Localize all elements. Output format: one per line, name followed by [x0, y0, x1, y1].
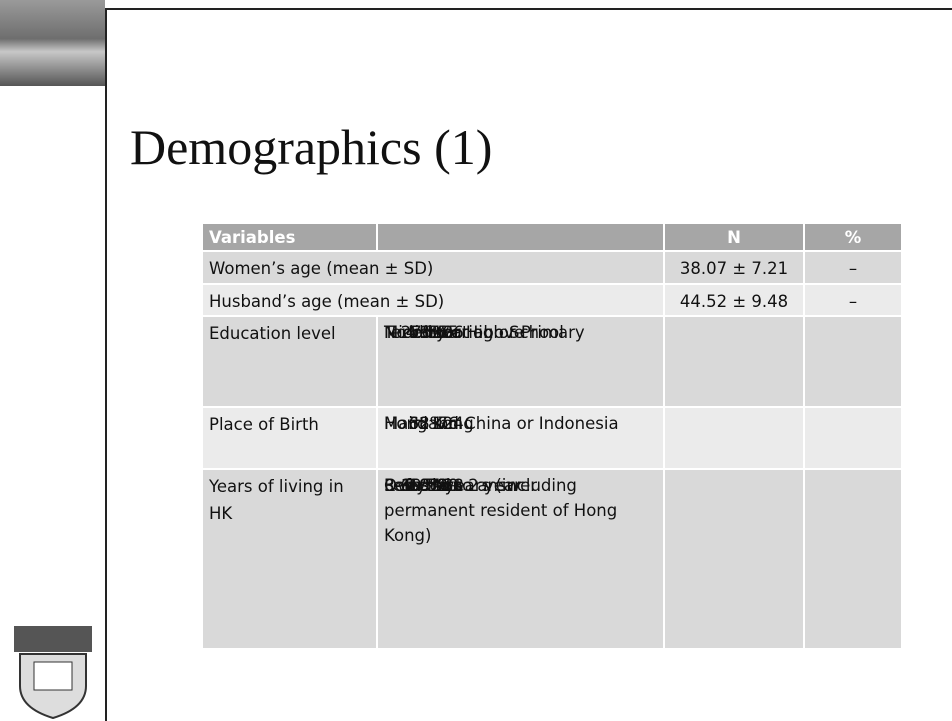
- item-pct: 69%: [408, 476, 446, 495]
- item-pct: 10%: [408, 476, 446, 495]
- cell-bg: [805, 470, 901, 648]
- item-pct: 4.5%: [406, 323, 448, 342]
- group-label: Years of living in HK: [209, 477, 344, 523]
- cell-bg: [203, 470, 376, 648]
- cell-bg: [805, 224, 901, 250]
- item-n: 76: [437, 414, 459, 433]
- row-pct: –: [848, 259, 858, 278]
- group-label: Place of Birth: [209, 415, 319, 434]
- cell-bg: [665, 470, 803, 648]
- cell-bg: [665, 317, 803, 406]
- cell-bg: [665, 285, 803, 315]
- item-pct: 1.5%: [406, 476, 448, 495]
- row-label: Women’s age (mean ± SD): [209, 259, 434, 278]
- item-label: Middle or High School: [384, 323, 564, 342]
- header-cell: %: [844, 228, 862, 247]
- cell-bg: [378, 470, 663, 648]
- slide-title: Demographics (1): [130, 119, 493, 175]
- item-label: No education or Primary: [384, 323, 585, 342]
- row-label: Husband’s age (mean ± SD): [209, 292, 445, 311]
- item-n: 20: [437, 476, 459, 495]
- building-photo: [0, 0, 105, 86]
- cell-bg: [665, 224, 803, 250]
- cell-bg: [805, 252, 901, 283]
- item-pct: 19.5%: [400, 476, 454, 495]
- item-pct: 27.5%: [400, 323, 454, 342]
- cell-bg: [665, 252, 803, 283]
- item-n: 124: [432, 414, 464, 433]
- top-rule: [105, 8, 952, 10]
- cell-bg: [378, 408, 663, 468]
- item-pct: 38%: [408, 414, 446, 433]
- cell-bg: [378, 224, 663, 250]
- cell-bg: [378, 317, 663, 406]
- cell-bg: [805, 317, 901, 406]
- cell-bg: [203, 317, 376, 406]
- cell-bg: [805, 408, 901, 468]
- cell-bg: [203, 408, 376, 468]
- cell-bg: [805, 285, 901, 315]
- emblem-band: [14, 626, 92, 652]
- item-pct: 62%: [408, 414, 446, 433]
- group-label: Education level: [209, 324, 336, 343]
- header-cell: N: [727, 228, 741, 247]
- item-n: 138: [432, 476, 464, 495]
- header-cell: Variables: [209, 228, 296, 247]
- item-label: Mainland China or Indonesia: [384, 414, 619, 433]
- cell-bg: [203, 224, 376, 250]
- item-label: Hong Kong: [384, 414, 474, 433]
- university-emblem: [14, 626, 92, 720]
- item-n: 136: [432, 323, 464, 342]
- left-rule: [105, 8, 107, 721]
- item-n: 39: [437, 476, 459, 495]
- cell-bg: [203, 252, 663, 283]
- row-n: 38.07 ± 7.21: [679, 259, 789, 278]
- cell-bg: [203, 285, 663, 315]
- item-label: Less than 2 year: [384, 476, 521, 495]
- item-n: 3: [442, 476, 454, 495]
- item-label: Refused to answer: [384, 476, 538, 495]
- item-pct: 68%: [408, 323, 446, 342]
- cell-bg: [665, 408, 803, 468]
- item-n: 55: [437, 323, 459, 342]
- row-pct: –: [848, 292, 858, 311]
- row-n: 44.52 ± 9.48: [679, 292, 789, 311]
- item-label: Over 7 years (including permanent reside…: [384, 476, 618, 545]
- item-label: 3-6 years: [384, 476, 462, 495]
- item-n: 9: [442, 323, 454, 342]
- item-label: Tertiary or above: [384, 323, 524, 342]
- emblem-book: [33, 661, 73, 691]
